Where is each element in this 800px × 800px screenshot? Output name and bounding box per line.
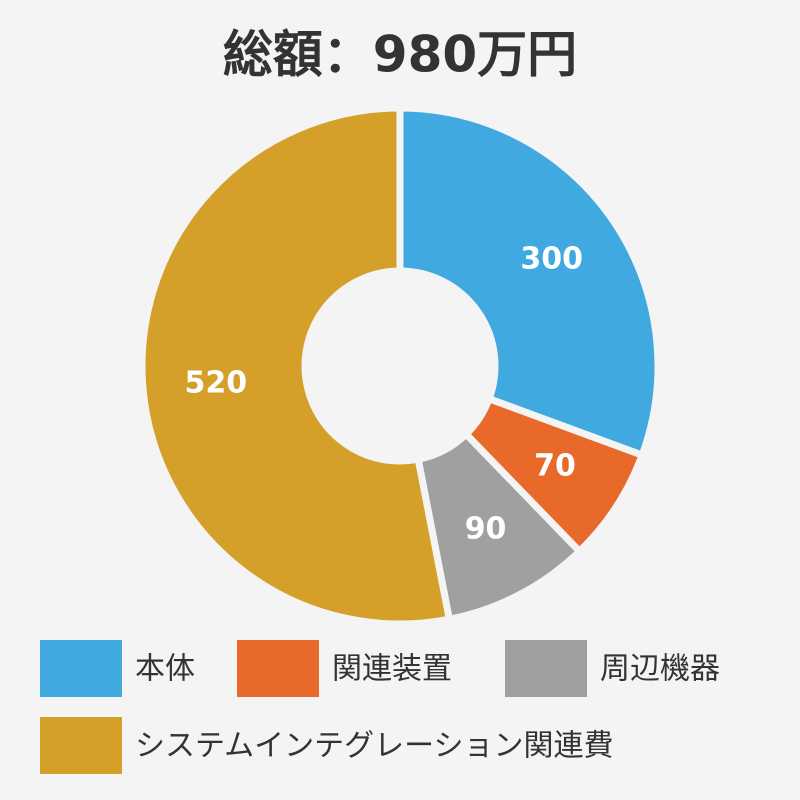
donut-segment bbox=[396, 104, 662, 460]
legend-swatch bbox=[505, 640, 587, 697]
value-label: 300 bbox=[520, 242, 583, 277]
donut-segment bbox=[414, 429, 585, 624]
legend-label: システムインテグレーション関連費 bbox=[135, 729, 614, 764]
chart-title: 総額：980万円 bbox=[223, 26, 577, 84]
legend-swatch bbox=[40, 717, 122, 774]
legend-label: 本体 bbox=[135, 652, 195, 687]
legend-swatch bbox=[237, 640, 319, 697]
donut-segment bbox=[138, 104, 454, 628]
legend-swatch bbox=[40, 640, 122, 697]
value-label: 70 bbox=[534, 448, 576, 483]
legend-label: 関連装置 bbox=[332, 652, 452, 687]
value-label: 90 bbox=[465, 512, 507, 547]
legend-label: 周辺機器 bbox=[600, 652, 720, 687]
value-label: 520 bbox=[185, 365, 248, 400]
